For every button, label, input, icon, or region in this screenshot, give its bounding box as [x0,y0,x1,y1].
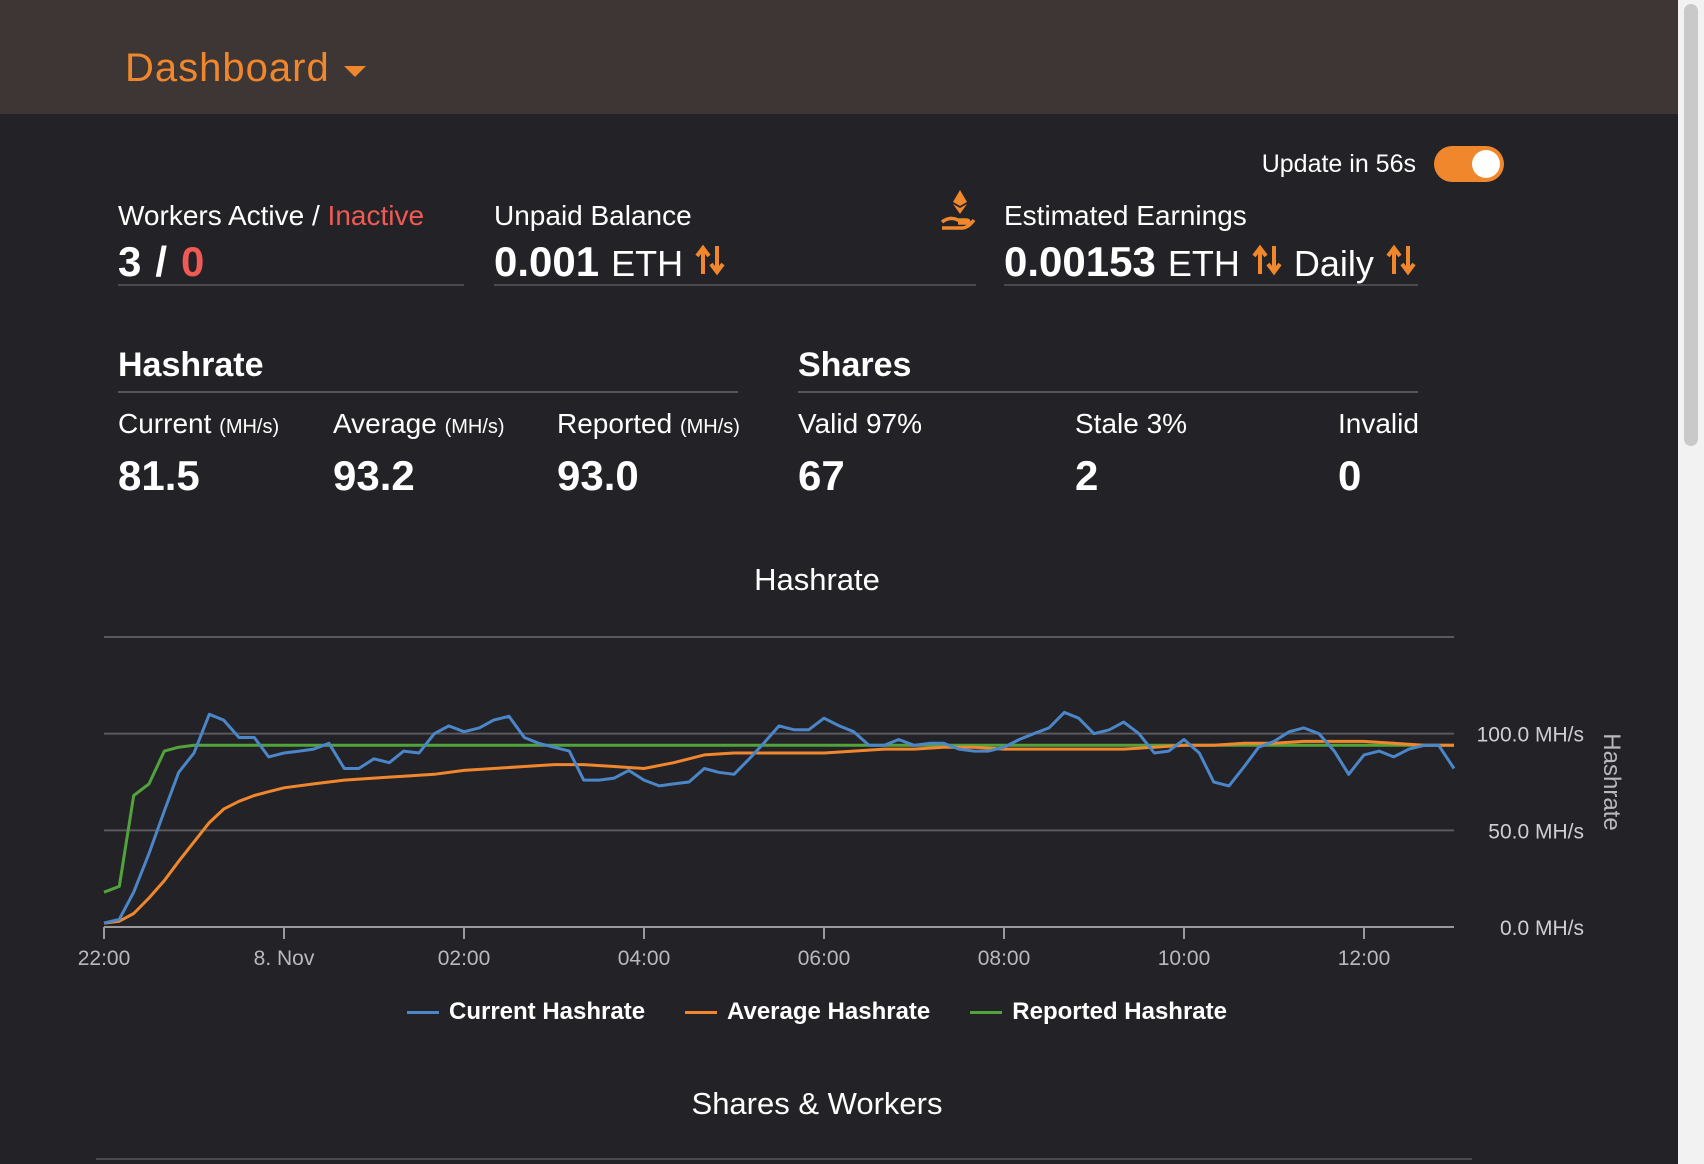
chart-title: Hashrate [754,562,880,597]
divider [96,1158,1472,1160]
stale-shares-value: 2 [1075,452,1099,499]
legend-label-average: Average Hashrate [727,998,931,1025]
caret-down-icon [343,66,366,77]
auto-update-toggle[interactable] [1434,146,1504,182]
legend-reported-hashrate[interactable]: Reported Hashrate [970,998,1227,1026]
currency-switch-icon[interactable] [1252,244,1282,276]
unpaid-balance-label: Unpaid Balance [494,200,692,231]
update-control: Update in 56s [1262,146,1504,182]
unpaid-balance-stat: Unpaid Balance 0.001 ETH [494,200,976,286]
ethereum-hand-icon [940,190,976,230]
update-label: Update in 56s [1261,149,1416,178]
average-hashrate-label: Average [333,408,437,439]
dashboard-title: Dashboard [125,46,330,90]
estimated-earnings-value: 0.00153 [1004,238,1156,285]
legend-swatch-current [406,1010,439,1014]
toggle-knob [1472,150,1500,178]
current-hashrate-metric: Current (MH/s) 81.5 [118,408,279,500]
top-bar: Dashboard [0,0,1678,114]
invalid-shares-value: 0 [1338,452,1362,499]
legend-swatch-average [685,1010,718,1014]
hashrate-section-title: Hashrate [118,346,738,393]
reported-hashrate-label: Reported [557,408,673,439]
valid-shares-value: 67 [798,452,845,499]
invalid-shares-label: Invalid [1338,408,1419,439]
earnings-period-label: Daily [1293,243,1374,284]
estimated-earnings-stat: Estimated Earnings 0.00153 ETH Daily [1004,200,1418,286]
stale-shares-metric: Stale 3% 2 [1075,408,1187,500]
shares-workers-title: Shares & Workers [691,1086,943,1121]
workers-value: 3 / 0 [118,238,464,286]
x-tick-label: 12:00 [1338,947,1391,965]
dashboard-menu-button[interactable]: Dashboard [125,46,366,91]
valid-shares-metric: Valid 97% 67 [798,408,922,500]
reported-hashrate-unit: (MH/s) [679,416,740,438]
x-tick-label: 06:00 [798,947,851,965]
x-tick-label: 08:00 [978,947,1031,965]
workers-inactive-count: 0 [181,238,205,285]
series-line-current-hashrate [103,710,1456,925]
legend-current-hashrate[interactable]: Current Hashrate [406,998,646,1026]
estimated-earnings-unit: ETH [1167,243,1240,284]
estimated-earnings-label: Estimated Earnings [1004,200,1247,231]
reported-hashrate-metric: Reported (MH/s) 93.0 [557,408,740,500]
current-hashrate-label: Current [118,408,212,439]
current-hashrate-unit: (MH/s) [219,416,280,438]
valid-shares-label: Valid 97% [798,408,923,439]
legend-label-current: Current Hashrate [448,998,646,1025]
current-hashrate-value: 81.5 [118,452,200,499]
x-tick-label: 02:00 [438,947,491,965]
currency-switch-icon[interactable] [695,244,725,276]
workers-separator: / [155,238,168,285]
y-tick-label: 50.0 MH/s [1488,820,1584,843]
period-switch-icon[interactable] [1386,244,1416,276]
x-tick-label: 04:00 [618,947,671,965]
legend-label-reported: Reported Hashrate [1012,998,1227,1025]
legend-average-hashrate[interactable]: Average Hashrate [685,998,930,1026]
hashrate-chart[interactable]: 0.0 MH/s 50.0 MH/s 100.0 MH/s Hashrate 22:00… [0,620,1678,965]
average-hashrate-metric: Average (MH/s) 93.2 [333,408,505,500]
reported-hashrate-value: 93.0 [557,452,639,499]
series-line-reported-hashrate [103,743,1454,894]
unpaid-balance-value: 0.001 [494,238,600,285]
stale-shares-label: Stale 3% [1075,408,1188,439]
legend-swatch-reported [970,1010,1003,1014]
average-hashrate-value: 93.2 [333,452,415,499]
y-tick-label: 100.0 MH/s [1477,724,1584,747]
y-axis-title: Hashrate [1598,733,1625,830]
x-tick-label: 10:00 [1158,947,1211,965]
scrollbar-thumb[interactable] [1684,4,1698,446]
workers-label: Workers Active / Inactive [118,200,425,231]
x-tick-label: 8. Nov [254,947,315,965]
x-tick-label: 22:00 [78,947,131,965]
workers-stat: Workers Active / Inactive 3 / 0 [118,200,464,286]
y-tick-label: 0.0 MH/s [1500,917,1584,940]
average-hashrate-unit: (MH/s) [444,416,505,438]
series-line-average-hashrate [103,739,1454,925]
chart-legend: Current Hashrate Average Hashrate Report… [0,998,1634,1026]
shares-section-title: Shares [798,346,1418,393]
workers-active-count: 3 [118,238,142,285]
invalid-shares-metric: Invalid 0 [1338,408,1419,500]
unpaid-balance-unit: ETH [611,243,684,284]
